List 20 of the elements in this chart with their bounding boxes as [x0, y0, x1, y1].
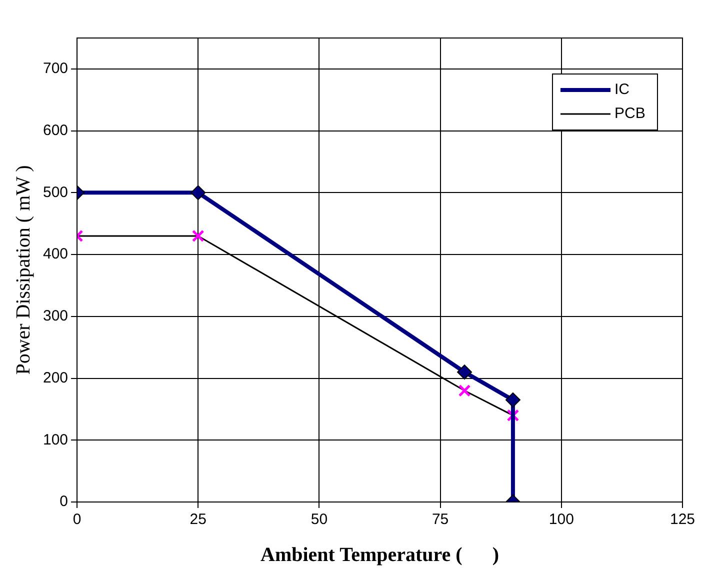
- x-tick-label: 100: [548, 511, 574, 528]
- y-tick-label: 100: [42, 431, 68, 448]
- y-tick-label: 700: [42, 60, 68, 78]
- x-axis-title: Ambient Temperature ( ): [260, 544, 500, 566]
- point: [505, 392, 520, 408]
- x-tick-label: 75: [432, 511, 449, 528]
- y-tick-label: 600: [42, 122, 68, 139]
- y-axis-title: Power Dissipation ( mW ): [12, 165, 34, 375]
- y-tick-label: 200: [42, 369, 68, 386]
- y-tick-label: 400: [42, 246, 68, 263]
- point: [457, 364, 472, 380]
- y-tick-label: 500: [42, 184, 68, 201]
- legend-label: IC: [614, 81, 630, 98]
- x-tick-label: 125: [670, 511, 695, 528]
- y-tick-label: 300: [42, 308, 68, 325]
- x-tick-label: 25: [190, 511, 206, 528]
- y-tick-label: 0: [60, 493, 68, 510]
- x-tick-label: 50: [310, 511, 328, 528]
- legend-label: PCB: [614, 105, 646, 122]
- x-tick-label: 0: [72, 511, 82, 528]
